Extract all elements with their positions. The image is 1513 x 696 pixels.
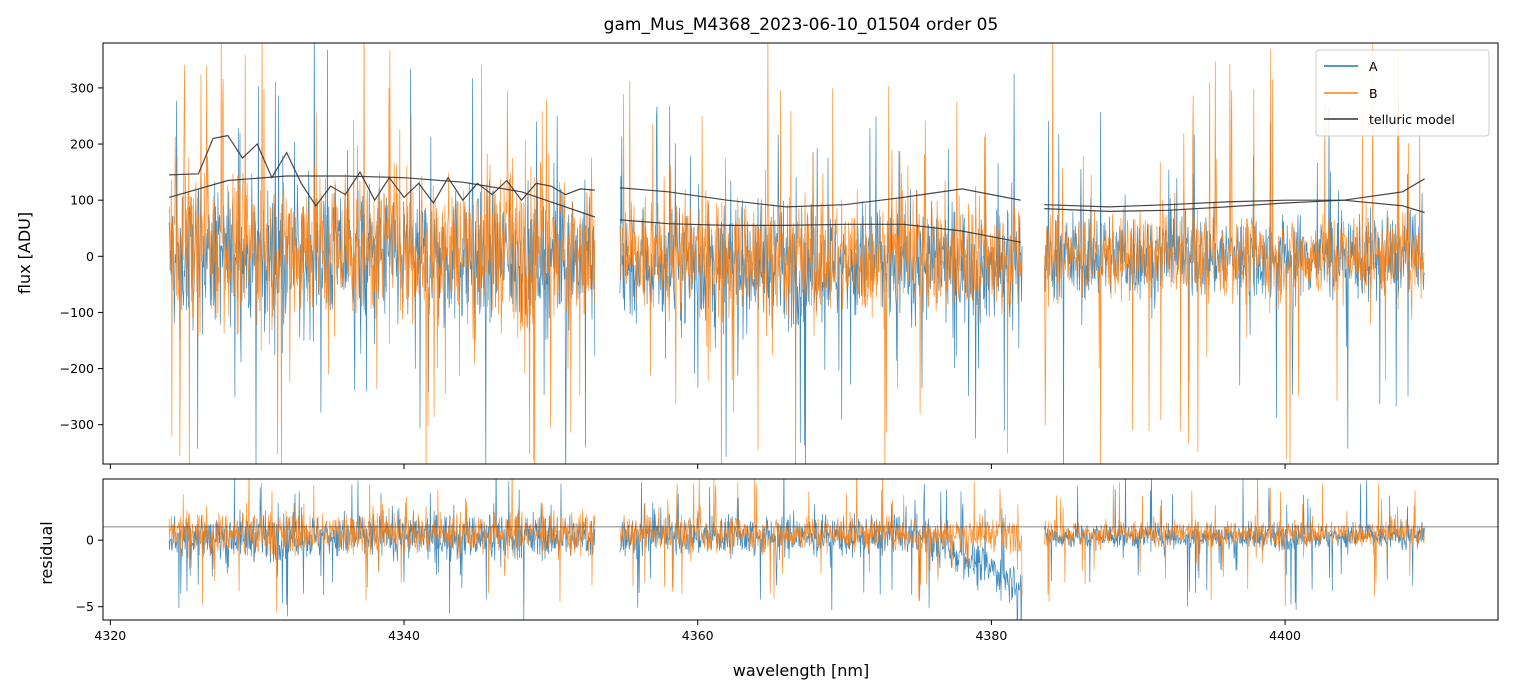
bottom-x-axis-label: wavelength [nm] [733,661,870,680]
legend-label-b: B [1369,86,1378,101]
telluric-model-line-3 [619,219,1021,243]
top-plot-area [168,43,1425,464]
top-y-ticks: −300 −200 −100 0 100 200 300 [60,80,103,432]
legend-label-telluric: telluric model [1369,112,1455,127]
top-y-tick-label: 200 [70,137,94,152]
telluric-model-line-1 [168,175,596,218]
series-b-line-seg-1 [168,43,596,464]
telluric-model-line-6 [1044,178,1425,213]
series-b-line-seg-3 [1043,43,1425,464]
top-y-tick-label: 100 [70,193,94,208]
telluric-model-line-5 [1044,199,1425,214]
top-axes-frame [102,42,1499,465]
top-panel: −300 −200 −100 0 100 200 300 flux [ADU] A B te… [15,42,1499,469]
bottom-x-ticks: 4320 4340 4360 4380 4400 [94,620,1301,643]
top-x-ticks [109,464,1286,469]
bottom-x-tick-label: 4400 [1269,628,1301,643]
bottom-y-ticks: −5 0 [76,533,103,614]
legend-box [1315,49,1490,137]
top-y-tick-label: −100 [60,305,94,320]
telluric-model-line-2 [169,134,595,207]
top-y-tick-label: 300 [70,80,94,95]
residual-a-line-seg-2 [619,479,1023,620]
residual-a-line-seg-1 [168,479,596,620]
bottom-panel: −5 0 4320 4340 4360 4380 4400 residual wavele… [37,478,1499,680]
bottom-x-tick-label: 4360 [682,628,714,643]
bottom-y-tick-label: 0 [86,533,94,548]
bottom-axes-frame [102,478,1499,621]
chart-title: gam_Mus_M4368_2023-06-10_01504 order 05 [604,15,999,35]
residual-b-line-seg-1 [168,479,596,613]
residual-b-line-seg-2 [619,479,1023,600]
legend-label-a: A [1369,59,1378,74]
bottom-x-tick-label: 4380 [975,628,1007,643]
bottom-y-axis-label: residual [37,521,56,584]
bottom-plot-area [103,479,1498,620]
legend: A B telluric model [1315,49,1490,137]
top-y-axis-label: flux [ADU] [15,212,34,294]
bottom-y-tick-label: −5 [76,599,94,614]
bottom-x-tick-label: 4340 [388,628,420,643]
series-b-line-seg-2 [619,43,1023,464]
top-y-tick-label: −200 [60,361,94,376]
bottom-x-tick-label: 4320 [94,628,126,643]
top-y-tick-label: 0 [86,249,94,264]
top-y-tick-label: −300 [60,417,94,432]
telluric-model-line-4 [619,187,1021,208]
